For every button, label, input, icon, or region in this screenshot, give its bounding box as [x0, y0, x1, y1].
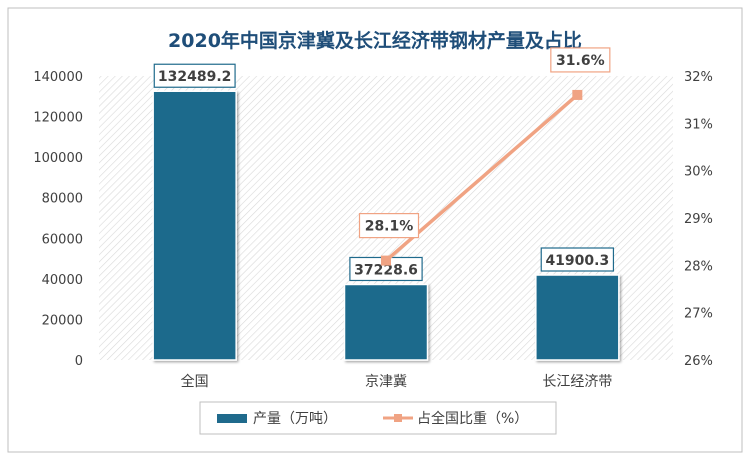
- bar: [152, 90, 237, 361]
- legend: [199, 401, 557, 435]
- bar-data-label: 37228.6: [354, 262, 418, 278]
- legend-line-marker: [394, 414, 402, 422]
- line-point: [381, 255, 391, 266]
- line-series: 28.1% 31.6%: [358, 47, 611, 266]
- y-right-tick-label: 29%: [684, 212, 713, 227]
- legend-bar-label: 产量（万吨）: [253, 411, 337, 427]
- bar-data-label-box: [153, 63, 236, 88]
- legend-bar-swatch: [217, 414, 247, 423]
- bar-series: 132489.2 37228.6 41900.3: [152, 63, 620, 361]
- y-right-tick-label: 30%: [684, 165, 713, 180]
- line-point: [572, 89, 583, 100]
- line-data-label-box: [550, 47, 611, 73]
- bar-data-label: 132489.2: [158, 69, 232, 85]
- bar-data-label: 41900.3: [545, 253, 609, 269]
- y-left-tick-label: 140000: [33, 70, 83, 85]
- y-right-tick-label: 28%: [684, 259, 713, 274]
- bar-data-label-box: [540, 247, 615, 272]
- x-tick-label: 京津冀: [365, 374, 407, 390]
- x-tick-label: 长江经济带: [542, 374, 612, 390]
- line-data-label: 28.1%: [365, 219, 414, 235]
- y-left-tick-label: 100000: [33, 151, 83, 166]
- x-tick-label: 全国: [181, 373, 209, 390]
- x-axis: 全国 京津冀 长江经济带: [181, 373, 613, 390]
- line-data-label: 31.6%: [556, 53, 605, 69]
- y-left-tick-label: 20000: [42, 313, 83, 328]
- bar: [535, 274, 620, 361]
- y-left-tick-label: 0: [75, 354, 83, 369]
- y-right-tick-label: 26%: [684, 354, 713, 369]
- legend-line-label: 占全国比重（%）: [417, 410, 528, 427]
- y-left-tick-label: 120000: [33, 111, 83, 126]
- bar: [343, 283, 429, 361]
- y-right-tick-label: 31%: [684, 117, 713, 132]
- y-left-tick-label: 60000: [42, 232, 83, 247]
- chart-title: 2020年中国京津冀及长江经济带钢材产量及占比: [168, 29, 582, 52]
- left-axis: 0 20000 40000 60000 80000 100000 120000 140000: [33, 70, 83, 369]
- right-axis: 26% 27% 28% 29% 30% 31% 32%: [684, 70, 713, 369]
- y-right-tick-label: 32%: [684, 70, 713, 85]
- y-left-tick-label: 80000: [42, 192, 83, 207]
- y-right-tick-label: 27%: [684, 307, 713, 322]
- y-left-tick-label: 40000: [42, 273, 83, 288]
- line-data-label-box: [358, 213, 420, 239]
